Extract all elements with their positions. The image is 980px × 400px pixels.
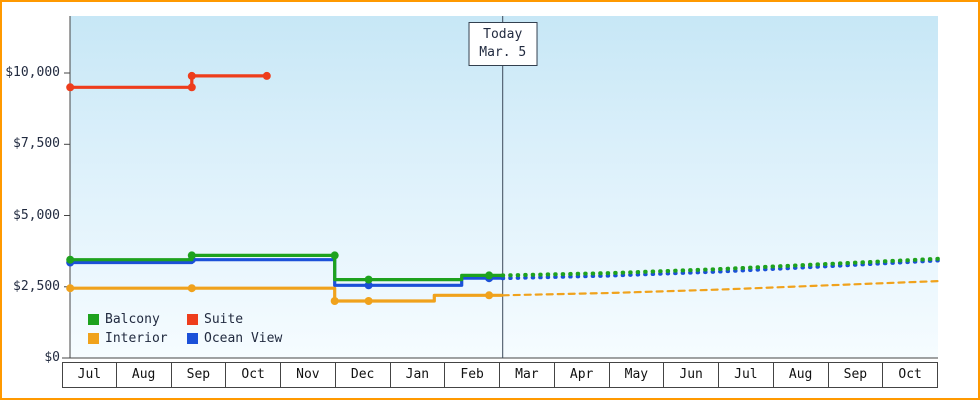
y-axis-label: $5,000 <box>13 207 60 223</box>
month-cell: May <box>609 362 665 388</box>
x-axis-month-row: Jul Aug Sep Oct Nov Dec Jan Feb Mar Apr May Jun Jul A… <box>62 362 938 388</box>
month-cell: Mar <box>500 362 555 388</box>
y-axis-label: $2,500 <box>13 278 60 294</box>
legend-item-suite: Suite <box>187 312 282 327</box>
month-cell: Feb <box>445 362 500 388</box>
month-cell: Oct <box>226 362 281 388</box>
legend-item-ocean-view: Ocean View <box>187 331 282 346</box>
month-cell: Aug <box>773 362 829 388</box>
legend-label: Suite <box>204 312 244 327</box>
month-cell: Jul <box>719 362 774 388</box>
legend-label: Balcony <box>105 312 160 327</box>
today-label-line1: Today <box>483 27 523 42</box>
chart-legend: Balcony Suite Interior Ocean View <box>88 312 282 346</box>
y-axis-label: $10,000 <box>5 65 60 80</box>
month-cell: Jul <box>62 362 117 388</box>
legend-item-balcony: Balcony <box>88 312 187 327</box>
month-cell: Apr <box>554 362 610 388</box>
legend-swatch <box>187 314 198 325</box>
month-cell: Oct <box>883 362 938 388</box>
legend-item-interior: Interior <box>88 331 187 346</box>
legend-label: Ocean View <box>204 331 283 346</box>
month-cell: Sep <box>828 362 884 388</box>
month-cell: Jan <box>390 362 446 388</box>
y-axis-labels: $0 $2,500 $5,000 $7,500 $10,000 <box>2 2 64 365</box>
y-axis-label: $7,500 <box>13 136 60 152</box>
today-label-line2: Mar. 5 <box>479 45 527 60</box>
month-cell: Dec <box>335 362 391 388</box>
legend-swatch <box>88 333 99 344</box>
plot-background <box>70 16 938 358</box>
month-cell: Sep <box>171 362 227 388</box>
month-cell: Aug <box>116 362 172 388</box>
legend-swatch <box>88 314 99 325</box>
month-cell: Nov <box>281 362 336 388</box>
y-axis-label: $0 <box>44 350 60 365</box>
today-marker-label: Today Mar. 5 <box>468 22 538 66</box>
legend-label: Interior <box>105 331 168 346</box>
legend-swatch <box>187 333 198 344</box>
month-cell: Jun <box>664 362 719 388</box>
